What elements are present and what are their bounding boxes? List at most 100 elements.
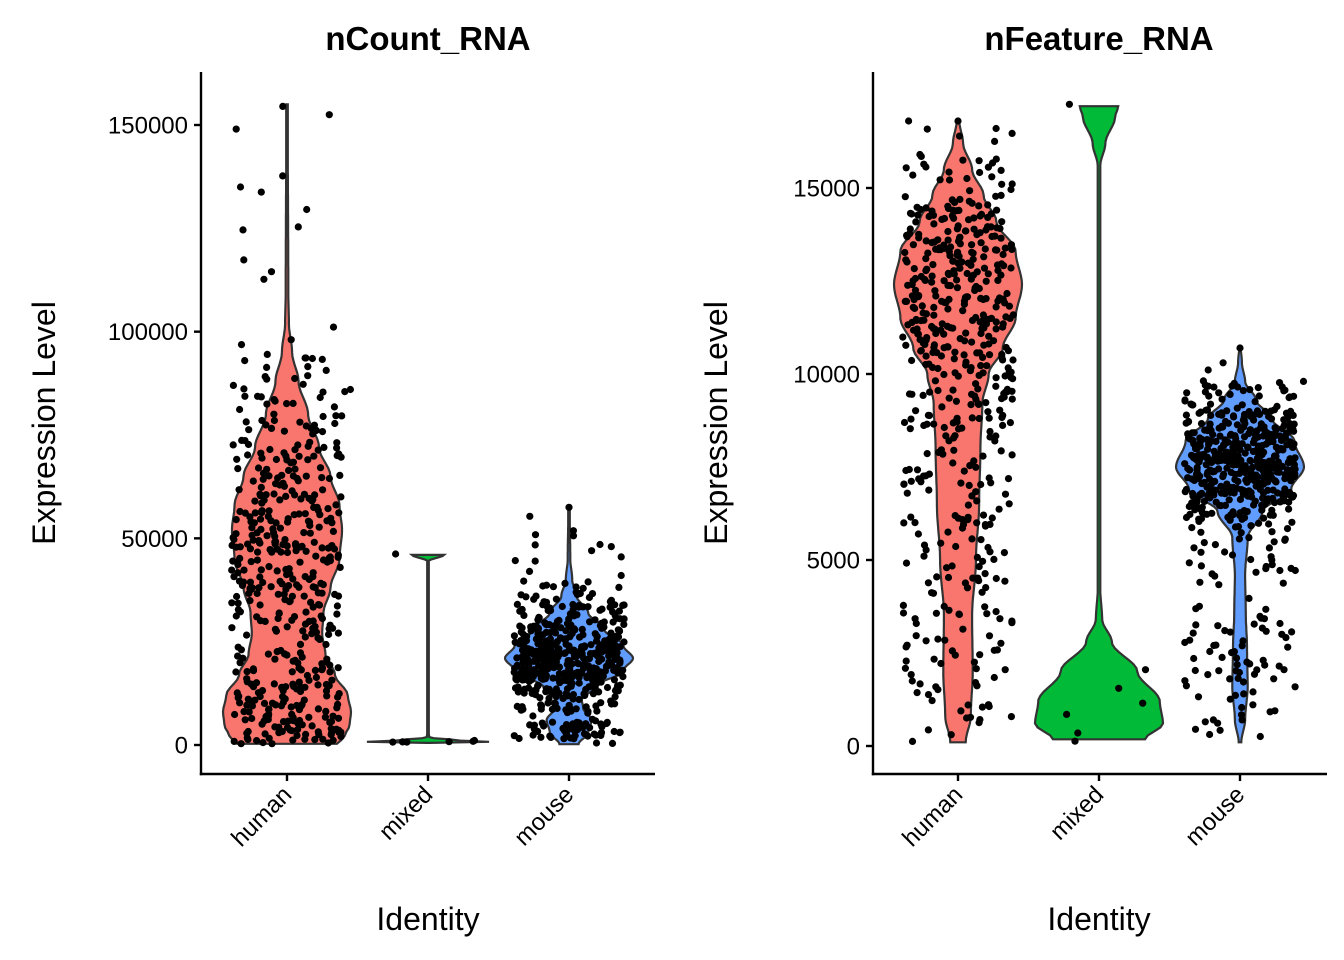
data-point xyxy=(546,604,554,612)
data-point xyxy=(266,546,274,554)
data-point xyxy=(1190,544,1198,552)
data-point xyxy=(1221,501,1229,509)
data-point xyxy=(270,680,278,688)
data-point xyxy=(581,691,589,700)
data-point xyxy=(279,172,287,180)
data-point xyxy=(561,579,569,588)
data-point xyxy=(929,324,938,332)
data-point xyxy=(997,447,1005,455)
data-point xyxy=(230,737,238,746)
data-point xyxy=(943,564,951,572)
data-point xyxy=(1222,439,1230,447)
data-point xyxy=(1139,699,1147,707)
data-point xyxy=(232,668,240,676)
data-point xyxy=(236,405,244,414)
data-point xyxy=(295,583,303,591)
data-point xyxy=(513,661,521,670)
data-point xyxy=(288,710,296,719)
data-point xyxy=(981,245,989,253)
x-tick-label-mouse: mouse xyxy=(1180,781,1250,851)
data-point xyxy=(291,491,299,499)
data-point xyxy=(285,565,293,573)
data-point xyxy=(544,699,552,707)
data-point xyxy=(1261,407,1269,415)
data-point xyxy=(969,255,977,263)
data-point xyxy=(310,452,318,460)
data-point xyxy=(1272,426,1280,434)
data-point xyxy=(967,401,975,409)
data-point xyxy=(1186,636,1194,644)
data-point xyxy=(611,644,619,652)
data-point xyxy=(1246,386,1254,394)
data-point xyxy=(301,633,309,641)
data-point xyxy=(940,277,948,285)
data-point xyxy=(952,542,960,551)
data-point xyxy=(960,351,968,359)
data-point xyxy=(274,590,282,598)
data-point xyxy=(547,733,555,742)
data-point xyxy=(271,723,279,731)
data-point xyxy=(314,681,322,689)
data-point xyxy=(284,518,292,526)
data-point xyxy=(1215,465,1223,473)
data-point xyxy=(953,276,961,284)
data-point xyxy=(615,627,624,635)
data-point xyxy=(934,364,942,373)
data-point xyxy=(319,412,327,421)
data-point xyxy=(954,514,962,522)
data-point xyxy=(542,688,550,696)
data-point xyxy=(516,607,524,615)
data-point xyxy=(302,472,310,480)
data-point xyxy=(1246,456,1254,465)
data-point xyxy=(565,667,574,675)
data-point xyxy=(928,272,936,280)
data-point xyxy=(1249,688,1257,696)
data-point xyxy=(510,632,518,640)
data-point xyxy=(1253,666,1261,674)
data-point xyxy=(1288,518,1296,526)
data-point xyxy=(322,707,330,716)
data-point xyxy=(999,421,1007,429)
data-point xyxy=(1226,675,1234,683)
data-point xyxy=(470,736,479,745)
data-point xyxy=(990,673,998,682)
data-point xyxy=(992,608,1000,616)
data-point xyxy=(327,717,336,726)
data-point xyxy=(1267,407,1275,415)
data-point xyxy=(580,642,589,650)
data-point xyxy=(1262,605,1270,613)
data-point xyxy=(289,399,297,407)
data-point xyxy=(609,608,617,616)
data-point xyxy=(1074,729,1082,737)
data-point xyxy=(334,693,342,701)
data-point xyxy=(243,701,251,709)
data-point xyxy=(569,600,577,609)
x-axis-title: Identity xyxy=(1047,901,1150,937)
data-point xyxy=(998,180,1006,188)
data-point xyxy=(304,442,312,450)
data-point xyxy=(1255,392,1263,400)
data-point xyxy=(1250,435,1259,444)
data-point xyxy=(1237,426,1245,434)
data-point xyxy=(911,286,920,294)
data-point xyxy=(1215,581,1223,589)
data-point xyxy=(1246,466,1254,474)
data-point xyxy=(924,249,932,257)
data-point xyxy=(605,643,613,652)
data-point xyxy=(1263,459,1271,467)
data-point xyxy=(979,557,987,565)
data-point xyxy=(991,246,1000,254)
data-point xyxy=(973,231,981,239)
data-point xyxy=(1208,437,1216,445)
data-point xyxy=(973,497,981,505)
data-point xyxy=(1246,426,1254,434)
data-point xyxy=(912,632,920,640)
data-point xyxy=(997,234,1005,242)
data-point xyxy=(248,714,256,723)
data-point xyxy=(587,641,595,649)
data-point xyxy=(1273,489,1282,497)
data-point xyxy=(1256,612,1264,621)
data-point xyxy=(302,608,310,616)
data-point xyxy=(270,416,278,425)
data-point xyxy=(997,639,1005,647)
